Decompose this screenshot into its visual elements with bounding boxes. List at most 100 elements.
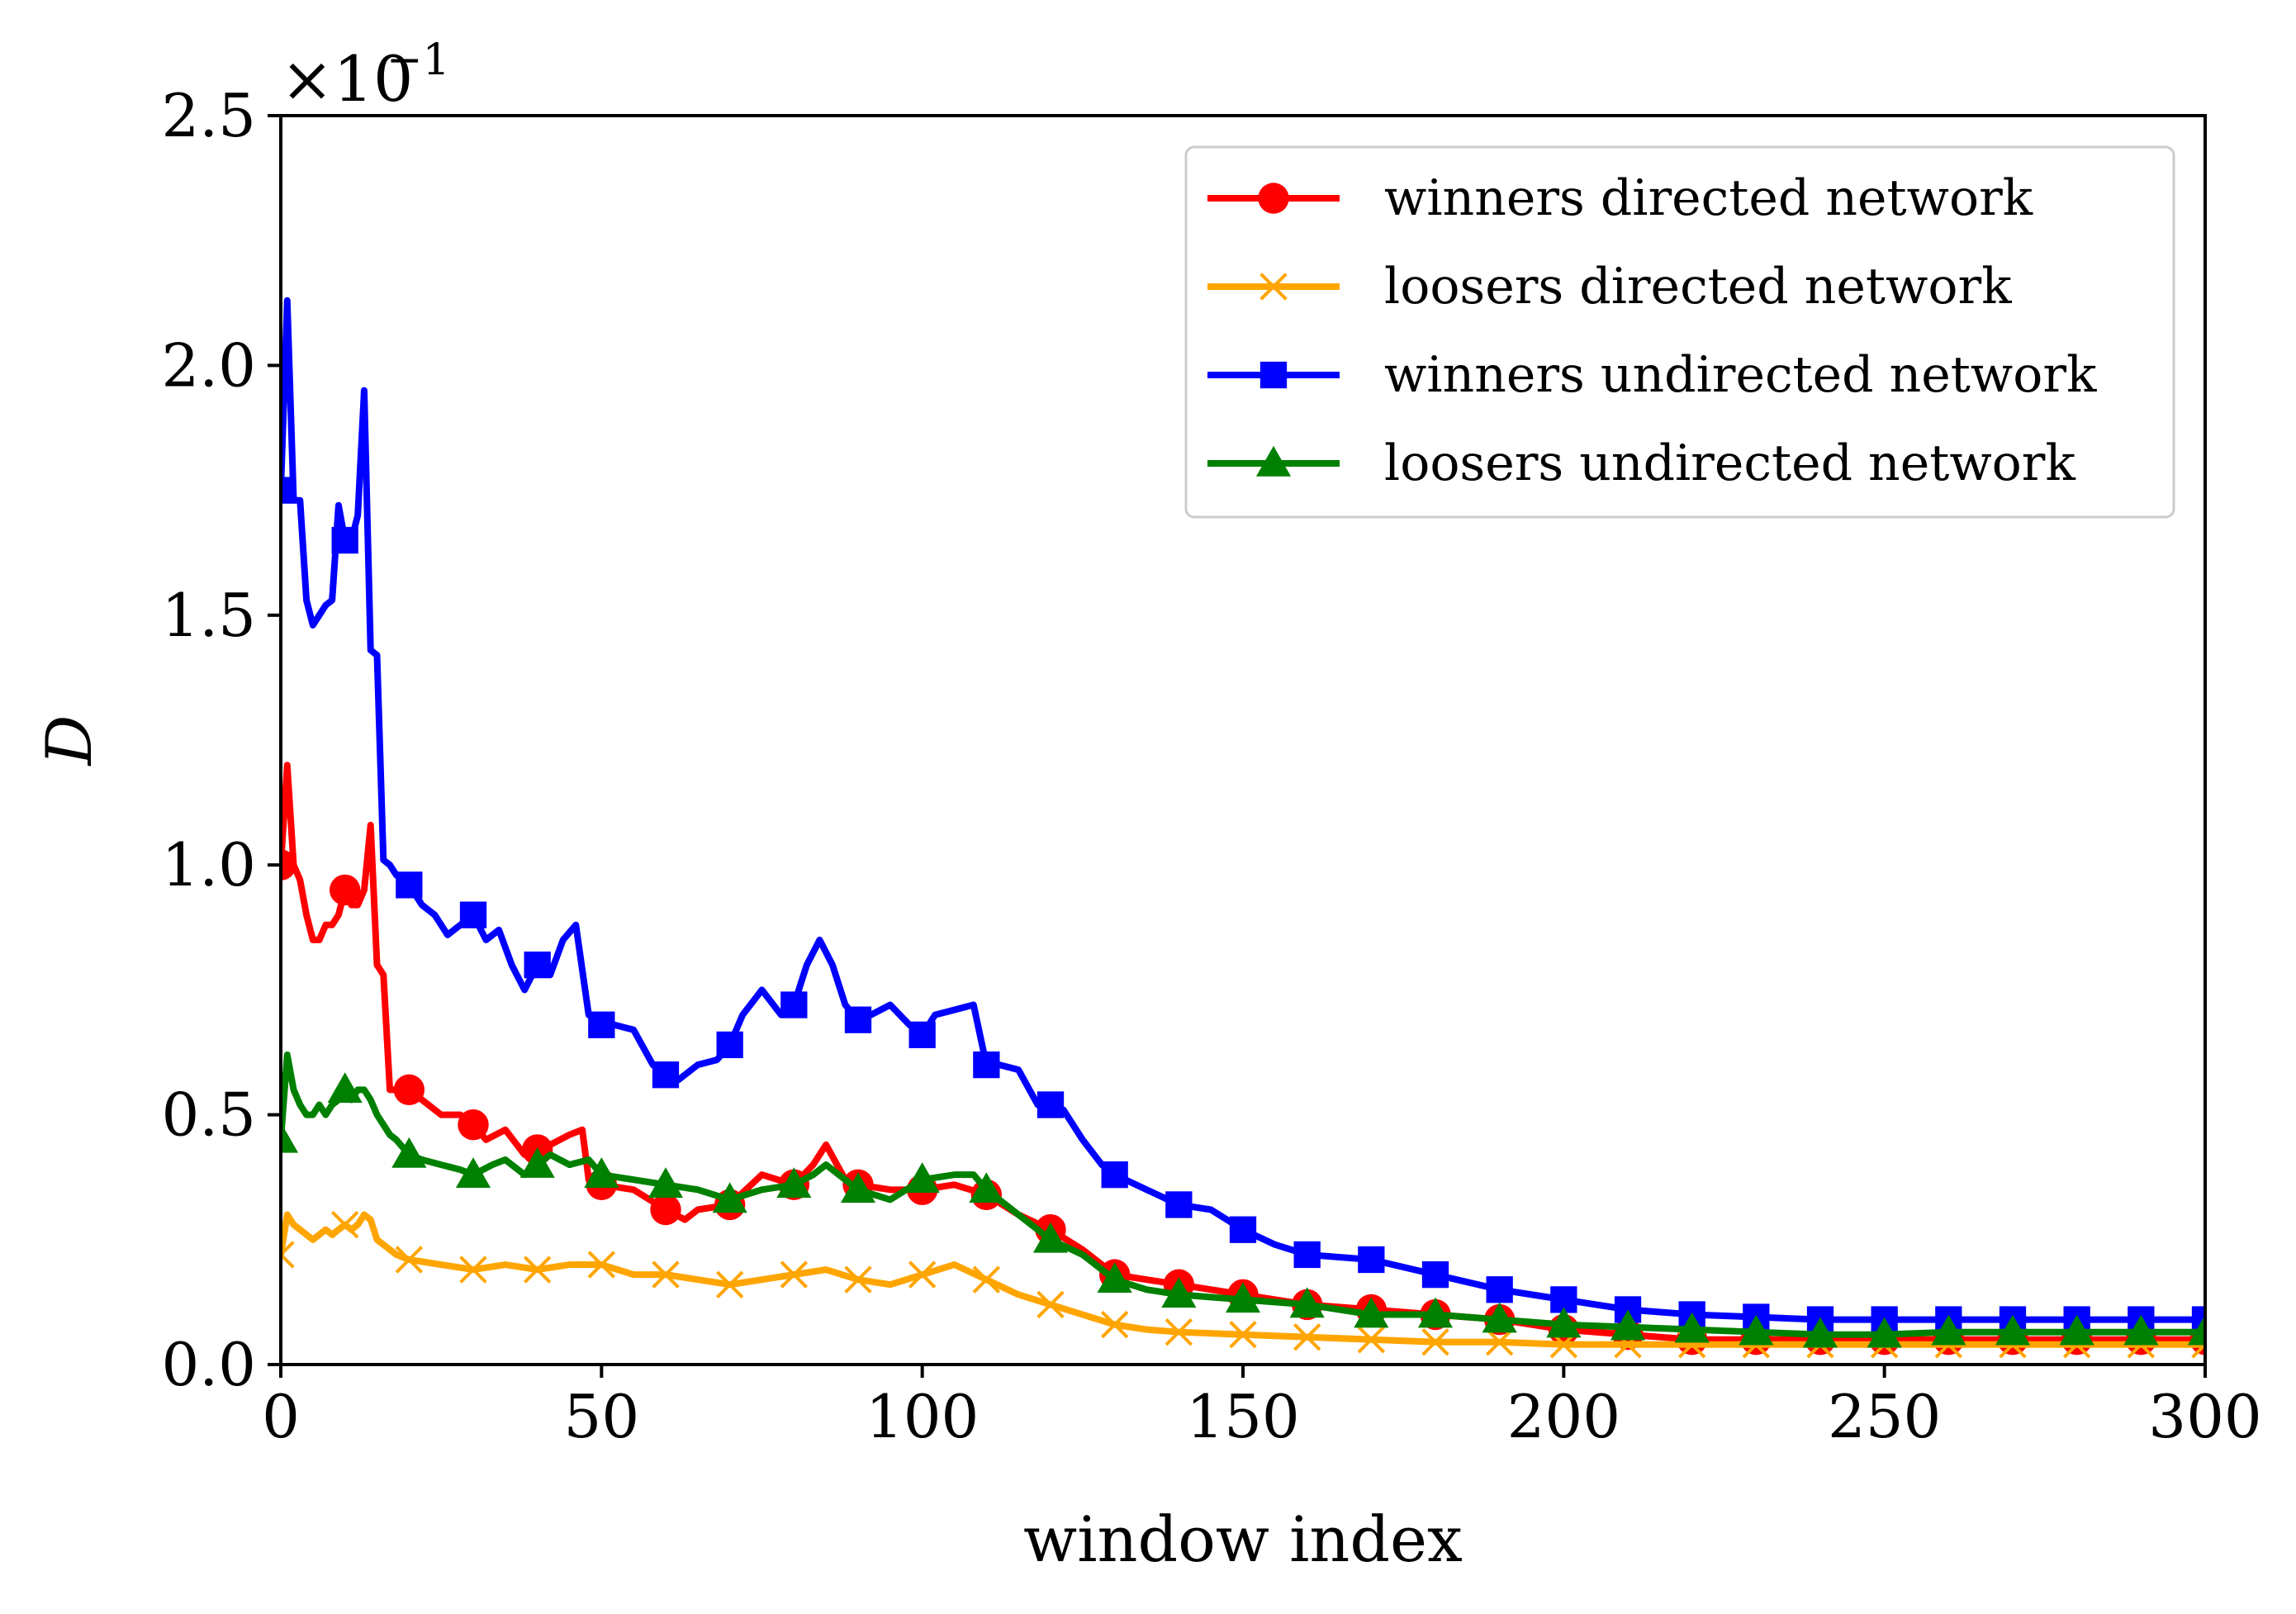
data-point [1100, 1310, 1129, 1339]
data-point [973, 1051, 1000, 1079]
data-point [331, 526, 358, 554]
data-point [1357, 1326, 1386, 1354]
data-point [652, 1061, 680, 1089]
data-point [1421, 1260, 1449, 1289]
y-tick-label: 1.0 [161, 830, 256, 900]
legend-label: loosers undirected network [1384, 434, 2075, 492]
legend-marker [1255, 445, 1292, 477]
data-point [776, 1167, 812, 1199]
data-point [1485, 1328, 1514, 1356]
data-point [908, 1260, 937, 1289]
data-point [524, 952, 551, 979]
data-point [1486, 1276, 1513, 1303]
x-tick-label: 50 [564, 1382, 640, 1451]
data-point [715, 1270, 744, 1298]
data-point [1417, 1297, 1454, 1328]
data-point [2059, 1314, 2094, 1346]
legend-label: loosers directed network [1384, 258, 2012, 316]
data-point [904, 1162, 940, 1194]
data-point [1293, 1323, 1321, 1351]
data-point [281, 1122, 299, 1153]
x-tick-label: 200 [1507, 1382, 1620, 1451]
data-point [584, 1157, 619, 1188]
data-point [650, 1194, 681, 1226]
data-point [395, 1246, 424, 1274]
data-point [908, 1021, 936, 1048]
data-point [969, 1172, 1004, 1203]
data-point [1354, 1297, 1389, 1328]
data-point [281, 849, 296, 881]
data-point [1867, 1317, 1902, 1348]
data-point [327, 1072, 363, 1104]
data-point [523, 1256, 552, 1284]
x-tick-label: 250 [1828, 1382, 1941, 1451]
legend-item: winners undirected network [1207, 346, 2097, 404]
series-2 [281, 1210, 2205, 1359]
data-point [1358, 1246, 1385, 1274]
legend-marker [1259, 273, 1288, 301]
data-point [1225, 1282, 1261, 1313]
data-point [1289, 1287, 1325, 1318]
data-point [329, 874, 361, 906]
data-point [972, 1265, 1001, 1294]
x-tick-label: 150 [1186, 1382, 1299, 1451]
data-point [2187, 1314, 2205, 1346]
x-axis-label: window index [1023, 1502, 1463, 1576]
series-line [281, 762, 2205, 1343]
data-point [330, 1210, 359, 1239]
legend-box [1184, 145, 2175, 519]
data-point [1802, 1317, 1838, 1348]
legend-marker [1259, 361, 1288, 389]
data-point [1032, 1222, 1069, 1253]
legend-label: winners undirected network [1384, 346, 2097, 404]
data-point [1165, 1317, 1193, 1346]
data-point [1229, 1216, 1257, 1243]
data-point [393, 1074, 425, 1106]
series-3 [281, 297, 2205, 1333]
y-scale-note: ×10 −1 [281, 36, 450, 116]
data-point [455, 1157, 491, 1188]
series-layer [281, 297, 2205, 1359]
data-point [1421, 1328, 1449, 1356]
data-point [1161, 1277, 1197, 1308]
data-point [844, 1006, 872, 1033]
data-point [519, 1147, 555, 1178]
data-point [1546, 1307, 1582, 1338]
data-point [587, 1251, 616, 1279]
data-point [459, 1256, 487, 1284]
data-point [780, 991, 808, 1018]
data-point [1101, 1161, 1128, 1189]
data-point [652, 1260, 680, 1289]
y-scale-exponent: −1 [387, 36, 450, 85]
legend-item: winners directed network [1207, 169, 2033, 227]
data-point [396, 871, 423, 899]
data-point [281, 1241, 295, 1269]
x-tick-label: 0 [262, 1382, 300, 1451]
y-axis-label: D [32, 715, 106, 767]
series-line [281, 297, 2205, 1323]
data-point [458, 1108, 489, 1141]
y-tick-label: 2.0 [161, 330, 256, 400]
legend-item: loosers directed network [1207, 258, 2012, 316]
data-point [716, 1031, 743, 1059]
data-point [1674, 1312, 1710, 1343]
ticks-layer: 0 50 100 150 200 250 300 0.0 0.5 1.0 1.5 2.0 2.5 [161, 81, 2261, 1451]
data-point [1037, 1091, 1065, 1118]
data-point [780, 1260, 809, 1289]
data-point [1995, 1314, 2031, 1346]
data-point [588, 1011, 615, 1038]
legend-label: winners directed network [1384, 169, 2033, 227]
legend: winners directed network loosers directed… [1184, 145, 2175, 519]
data-point [1610, 1309, 1646, 1341]
series-4 [281, 1051, 2205, 1348]
data-point [2123, 1314, 2159, 1346]
data-point [459, 901, 487, 928]
data-point [1165, 1191, 1193, 1218]
data-point [712, 1182, 747, 1213]
data-point [1097, 1262, 1132, 1293]
y-tick-label: 0.5 [161, 1080, 256, 1150]
data-point [1229, 1320, 1257, 1349]
data-point [1482, 1302, 1517, 1333]
data-point [1037, 1290, 1065, 1319]
y-tick-label: 2.5 [161, 81, 256, 150]
